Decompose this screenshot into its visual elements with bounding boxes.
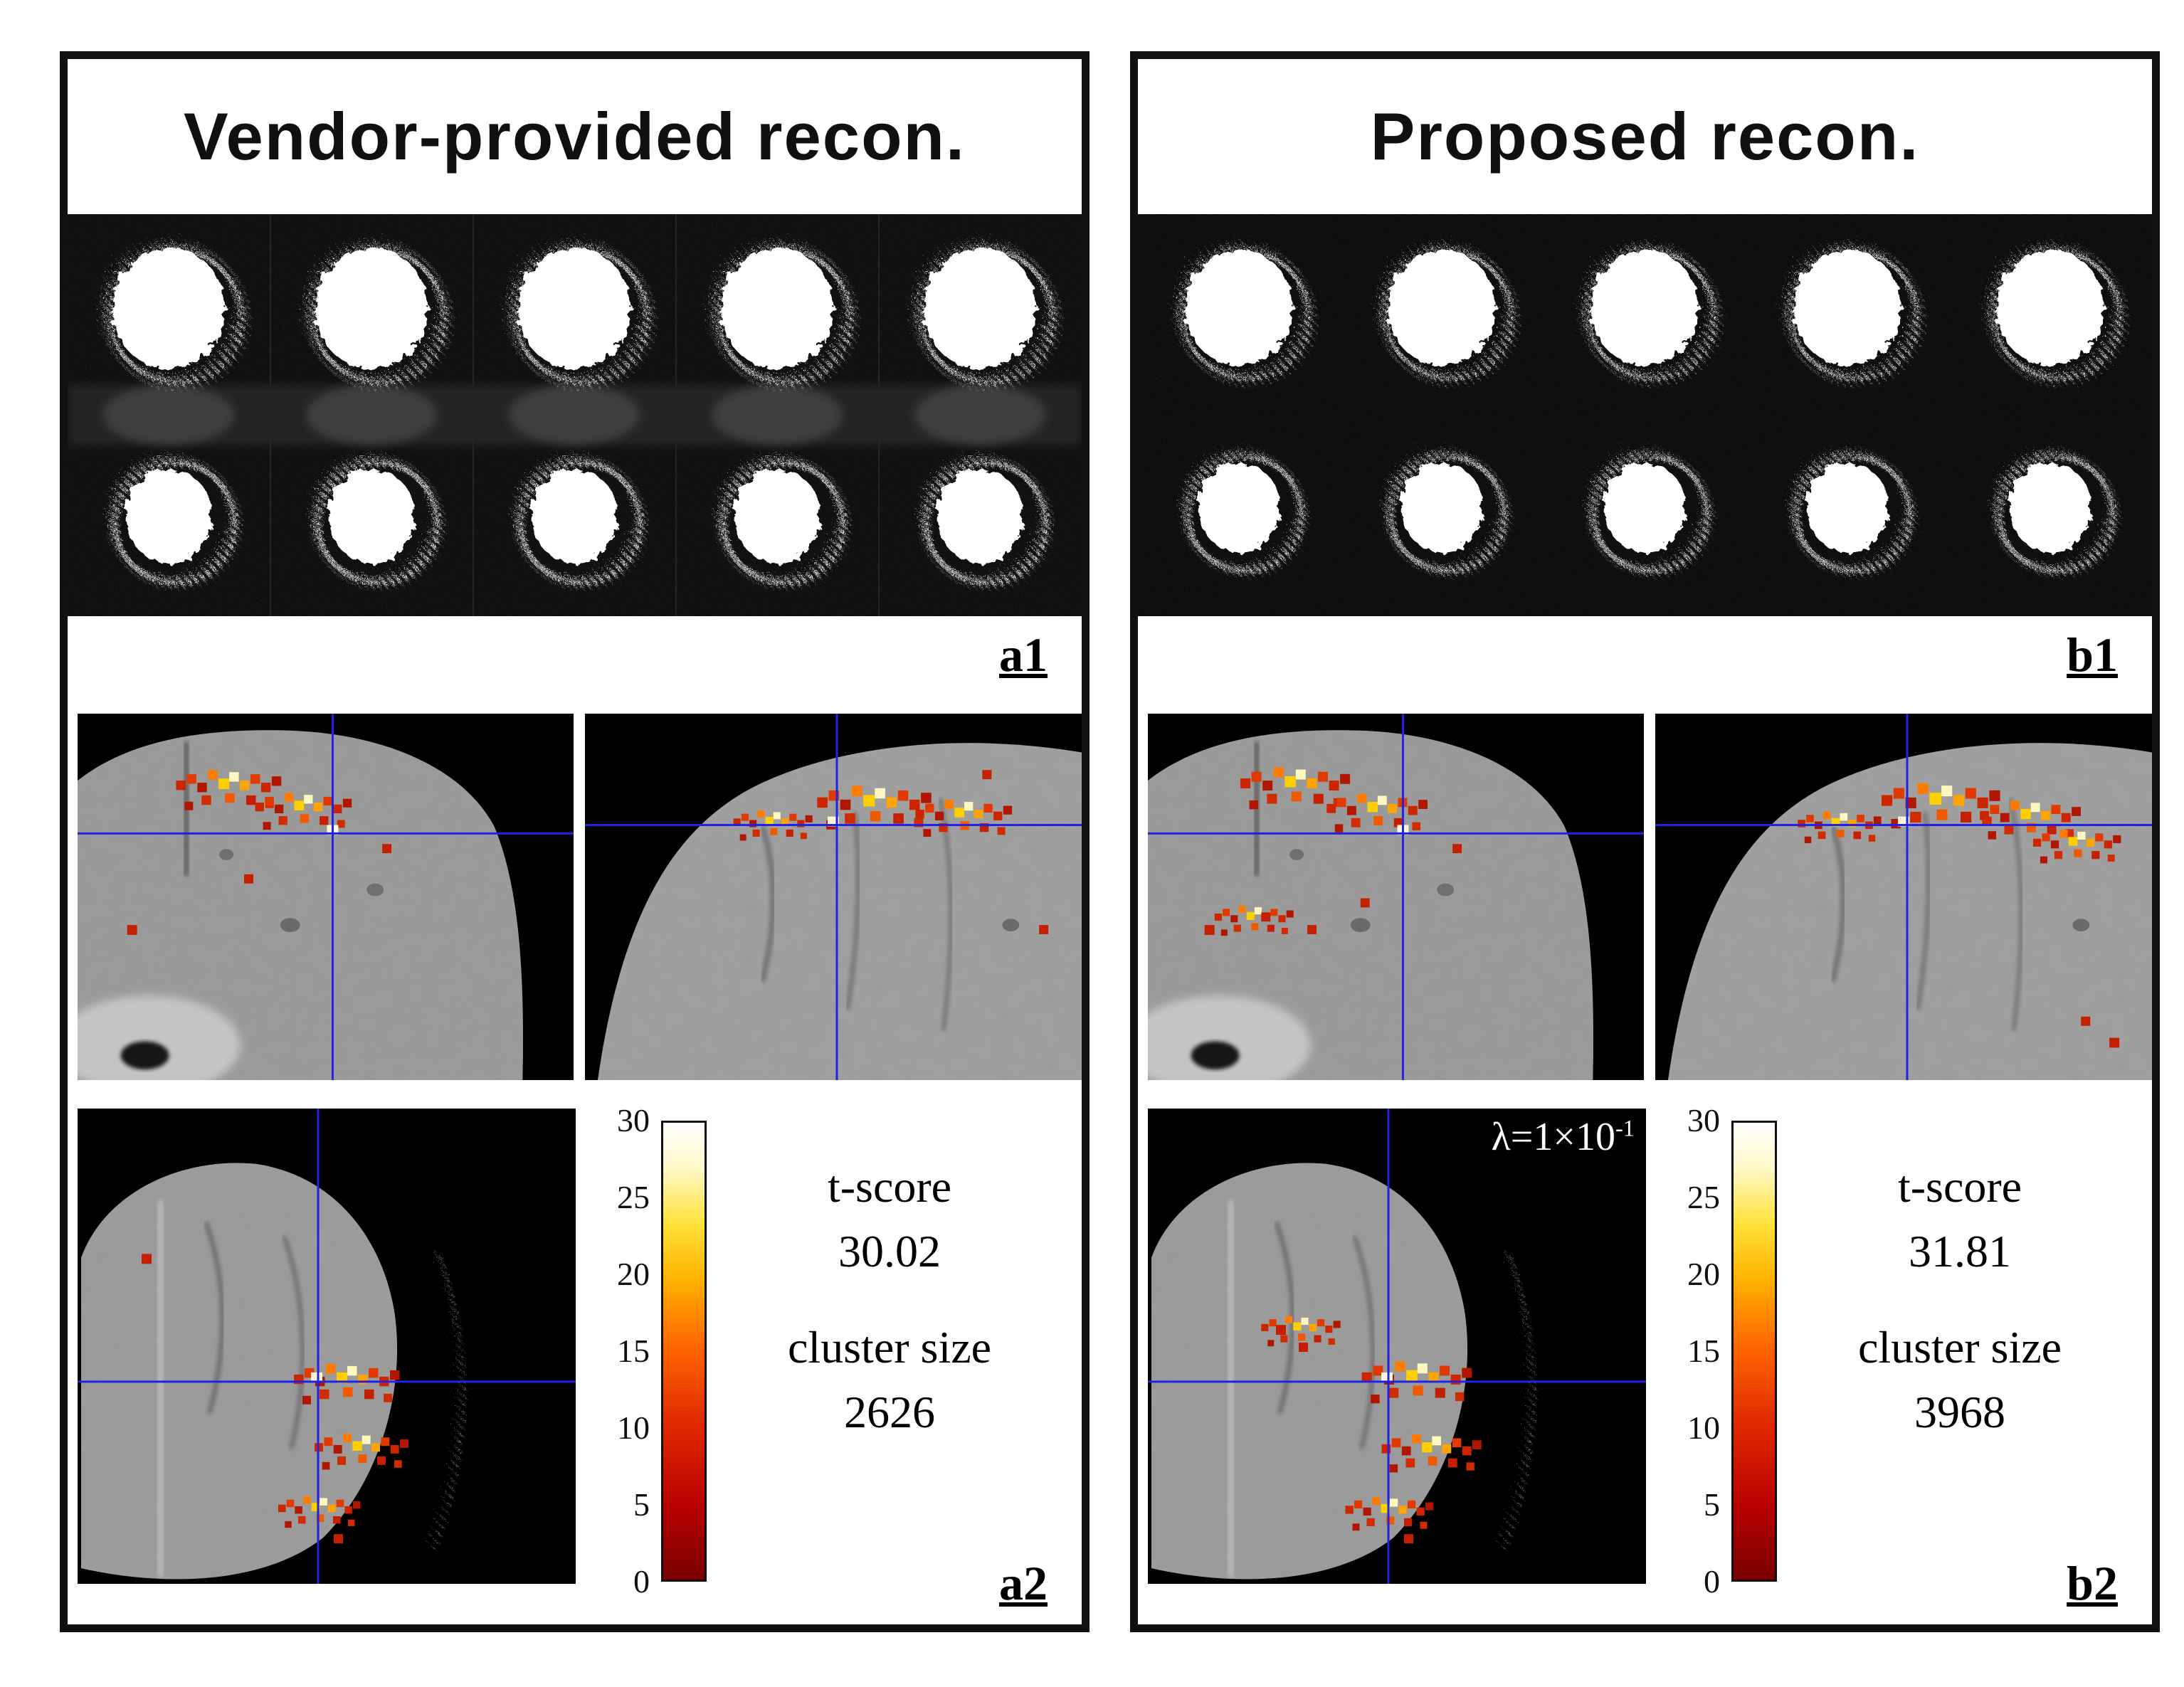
tick-label: 0 — [633, 1563, 650, 1599]
panel-proposed: Proposed recon. b1 — [1130, 51, 2160, 1632]
tick-label: 15 — [617, 1333, 650, 1369]
brain-image — [1148, 714, 1644, 1080]
t-score-label: t-score — [1897, 1161, 2022, 1212]
slice-separators — [270, 214, 880, 616]
tick-label: 10 — [1687, 1410, 1720, 1446]
cluster-size-value: 2626 — [844, 1386, 935, 1437]
cluster-size-label: cluster size — [1857, 1321, 2062, 1373]
colorbar: 30 25 20 15 10 5 0 — [1666, 1104, 1777, 1598]
t-score-value: 31.81 — [1909, 1225, 2011, 1276]
tick-label: 5 — [1704, 1486, 1720, 1523]
activation-map-coronal-right — [1655, 714, 2152, 1080]
brain-image — [78, 714, 574, 1080]
tick-label: 20 — [1687, 1255, 1720, 1292]
crosshair — [1148, 1109, 1646, 1584]
activation-map-axial: λ=1×10-1 — [1148, 1109, 1646, 1584]
ghost-artifacts — [103, 385, 1045, 445]
mri-strip-image — [68, 214, 1082, 616]
lambda-exponent: -1 — [1615, 1116, 1635, 1142]
brain-image — [1655, 714, 2152, 1080]
tick-label: 25 — [617, 1179, 650, 1215]
tick-label: 25 — [1687, 1179, 1720, 1215]
colorbar: 30 25 20 15 10 5 0 — [596, 1104, 707, 1598]
brain-image — [78, 1109, 576, 1584]
activation-map-coronal-left — [78, 714, 574, 1080]
colorbar-gradient — [661, 1121, 707, 1582]
tick-label: 30 — [617, 1102, 650, 1138]
crosshair — [585, 714, 1082, 1080]
strip-label: b1 — [2067, 628, 2118, 682]
t-score-label: t-score — [827, 1161, 952, 1212]
lambda-base: λ=1×10 — [1491, 1115, 1615, 1159]
tick-label: 20 — [617, 1255, 650, 1292]
panel-title: Proposed recon. — [1370, 99, 1920, 174]
tick-label: 0 — [1704, 1563, 1720, 1599]
panel-title: Vendor-provided recon. — [183, 99, 966, 174]
activation-overlay — [142, 1254, 408, 1544]
cluster-size-label: cluster size — [787, 1321, 992, 1373]
tick-label: 30 — [1687, 1102, 1720, 1138]
tick-label: 10 — [617, 1410, 650, 1446]
strip-label: a1 — [999, 628, 1048, 682]
stats-block: t-score 31.81 cluster size 3968 — [1778, 1155, 2141, 1445]
mri-strip-image — [1138, 214, 2152, 616]
crosshair — [1148, 714, 1644, 1080]
colorbar-ticks: 30 25 20 15 10 5 0 — [596, 1104, 650, 1598]
mri-slice-strip — [1138, 214, 2152, 616]
panel-vendor: Vendor-provided recon. — [60, 51, 1090, 1632]
activation-map-coronal-right — [585, 714, 1082, 1080]
activation-map-axial — [78, 1109, 576, 1584]
brain-image — [585, 714, 1082, 1080]
activation-map-coronal-left — [1148, 714, 1644, 1080]
mri-slice-strip — [68, 214, 1082, 616]
activation-overlay — [1261, 1316, 1482, 1544]
crosshair — [1655, 714, 2152, 1080]
crosshair — [78, 714, 574, 1080]
map-label: b2 — [2067, 1556, 2118, 1610]
map-label: a2 — [999, 1556, 1048, 1610]
lambda-annotation: λ=1×10-1 — [1492, 1114, 1635, 1160]
cluster-size-value: 3968 — [1914, 1386, 2005, 1437]
tick-label: 15 — [1687, 1333, 1720, 1369]
t-score-value: 30.02 — [838, 1225, 941, 1276]
brain-image — [1148, 1109, 1646, 1584]
colorbar-gradient — [1731, 1121, 1777, 1582]
colorbar-ticks: 30 25 20 15 10 5 0 — [1666, 1104, 1720, 1598]
crosshair — [78, 1109, 576, 1584]
stats-block: t-score 30.02 cluster size 2626 — [708, 1155, 1071, 1445]
tick-label: 5 — [633, 1486, 650, 1523]
